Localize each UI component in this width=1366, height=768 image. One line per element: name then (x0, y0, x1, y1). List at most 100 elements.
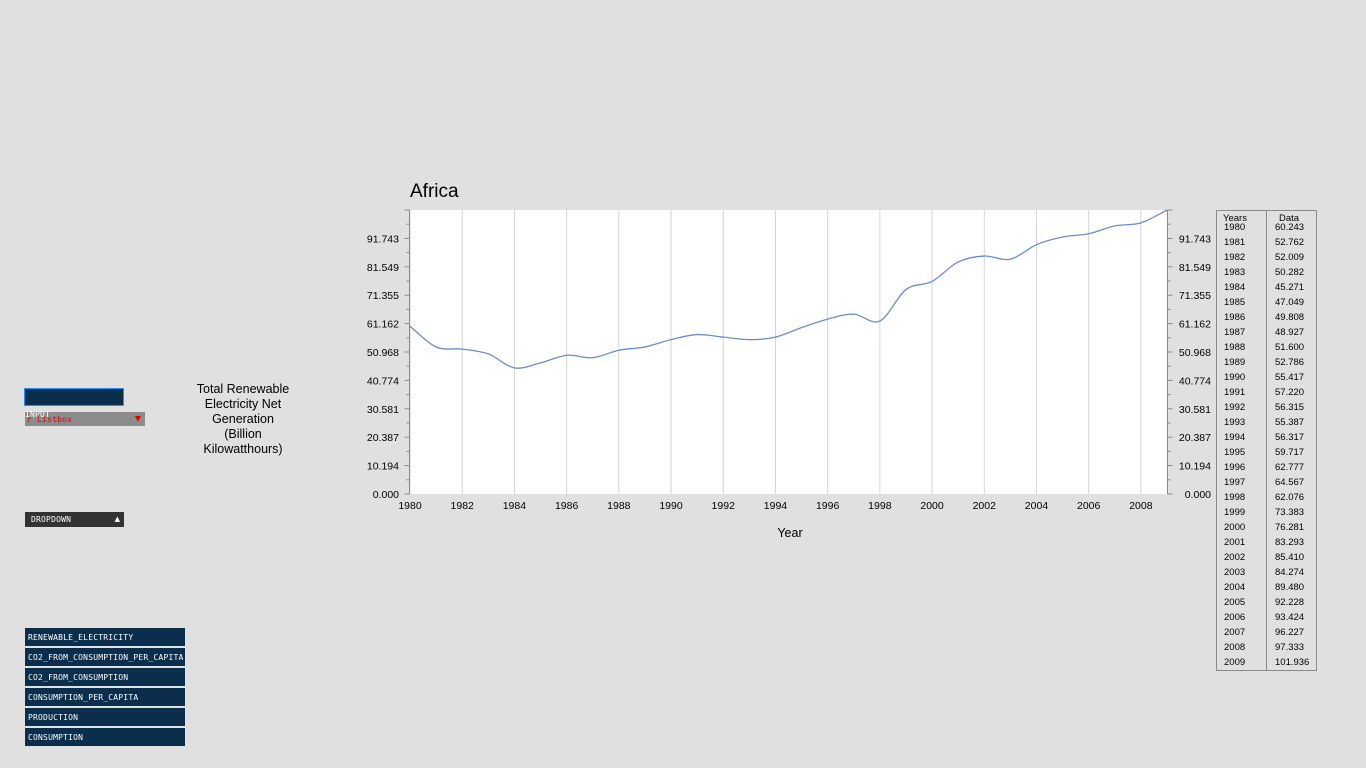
table-row: 1987 48.927 (1217, 327, 1317, 342)
data-point (461, 348, 464, 351)
table-cell-year: 2001 (1224, 537, 1246, 548)
table-cell-value: 93.424 (1275, 612, 1305, 623)
table-cell-year: 1985 (1224, 297, 1246, 308)
y-tick-label-right: 91.743 (1179, 233, 1211, 245)
table-row: 1983 50.282 (1217, 267, 1317, 282)
dataset-button-label: PRODUCTION (28, 713, 79, 722)
y-tick-label-right: 10.194 (1179, 461, 1211, 473)
y-tick-label-left: 81.549 (367, 262, 399, 274)
dataset-button-production[interactable]: PRODUCTION (25, 708, 185, 726)
x-tick-label: 1992 (712, 500, 736, 512)
table-row: 2005 92.228 (1217, 597, 1317, 612)
table-row: 1995 59.717 (1217, 447, 1317, 462)
dataset-button-co2-from-consumption-per-capita[interactable]: CO2_FROM_CONSUMPTION_PER_CAPITA (25, 648, 185, 666)
table-row: 2001 83.293 (1217, 537, 1317, 552)
table-cell-year: 1996 (1224, 462, 1246, 473)
y-axis-label-line: Kilowatthours) (203, 442, 283, 456)
table-cell-year: 1982 (1224, 252, 1246, 263)
table-row: 1991 57.220 (1217, 387, 1317, 402)
y-tick-label-right: 61.162 (1179, 319, 1211, 331)
data-point (696, 333, 699, 336)
data-point (852, 313, 855, 316)
x-tick-label: 1990 (659, 500, 683, 512)
table-row: 1994 56.317 (1217, 432, 1317, 447)
table-row: 2007 96.227 (1217, 627, 1317, 642)
plot-area (410, 210, 1167, 494)
y-axis-label-line: Total Renewable (196, 382, 290, 396)
table-cell-value: 57.220 (1275, 387, 1305, 398)
table-cell-year: 1980 (1224, 222, 1246, 233)
table-cell-value: 45.271 (1275, 282, 1305, 293)
x-tick-label: 2004 (1025, 500, 1049, 512)
data-point (591, 356, 594, 359)
table-cell-value: 49.808 (1275, 312, 1305, 323)
data-point (1061, 236, 1064, 239)
x-tick-label: 1982 (451, 500, 475, 512)
table-row: 1980 60.243 (1217, 222, 1317, 237)
y-tick-label-right: 20.387 (1179, 432, 1211, 444)
table-cell-year: 1993 (1224, 417, 1246, 428)
data-point (643, 345, 646, 348)
table-cell-value: 60.243 (1275, 222, 1305, 233)
dataset-button-label: CO2_FROM_CONSUMPTION (28, 673, 129, 682)
table-row: 1999 73.383 (1217, 507, 1317, 522)
table-row: 2003 84.274 (1217, 567, 1317, 582)
table-cell-value: 101.936 (1275, 657, 1310, 668)
table-cell-year: 2007 (1224, 627, 1246, 638)
table-cell-year: 1983 (1224, 267, 1246, 278)
y-tick-label-left: 50.968 (367, 347, 399, 359)
chart-title: Africa (410, 181, 459, 202)
table-cell-value: 64.567 (1275, 477, 1305, 488)
dataset-button-consumption[interactable]: CONSUMPTION (25, 728, 185, 746)
table-cell-year: 1992 (1224, 402, 1246, 413)
table-cell-year: 1994 (1224, 432, 1246, 443)
dataset-button-consumption-per-capita[interactable]: CONSUMPTION_PER_CAPITA (25, 688, 185, 706)
dataset-button-co2-from-consumption[interactable]: CO2_FROM_CONSUMPTION (25, 668, 185, 686)
y-tick-label-right: 71.355 (1179, 290, 1211, 302)
data-point (1166, 209, 1169, 212)
y-axis-label-line: Generation (212, 412, 274, 426)
dropdown-label: DROPDOWN (31, 515, 72, 524)
table-cell-value: 62.777 (1275, 462, 1305, 473)
y-tick-label-right: 30.581 (1179, 404, 1211, 416)
table-cell-value: 96.227 (1275, 627, 1305, 638)
y-tick-label-right: 40.774 (1179, 375, 1211, 387)
table-cell-value: 76.281 (1275, 522, 1305, 533)
data-point (1035, 243, 1038, 246)
x-tick-label: 2002 (973, 500, 997, 512)
table-row: 1998 62.076 (1217, 492, 1317, 507)
table-cell-year: 2003 (1224, 567, 1246, 578)
table-cell-value: 47.049 (1275, 297, 1305, 308)
data-table: Years Data 1980 60.243 1981 52.762 1982 52.00… (1216, 210, 1317, 671)
data-point (800, 326, 803, 329)
table-cell-value: 92.228 (1275, 597, 1305, 608)
y-tick-label-right: 50.968 (1179, 347, 1211, 359)
data-point (435, 346, 438, 349)
x-axis-label: Year (777, 526, 803, 540)
table-cell-year: 1984 (1224, 282, 1246, 293)
input-field[interactable] (24, 388, 124, 406)
data-point (513, 366, 516, 369)
table-row: 2006 93.424 (1217, 612, 1317, 627)
data-point (1139, 221, 1142, 224)
data-point (748, 338, 751, 341)
x-tick-label: 1988 (607, 500, 631, 512)
table-cell-value: 83.293 (1275, 537, 1305, 548)
table-row: 1990 55.417 (1217, 372, 1317, 387)
x-tick-label: 1994 (764, 500, 788, 512)
x-tick-label: 1996 (816, 500, 840, 512)
table-cell-value: 51.600 (1275, 342, 1305, 353)
table-row: 1984 45.271 (1217, 282, 1317, 297)
table-cell-value: 52.009 (1275, 252, 1305, 263)
table-cell-year: 1991 (1224, 387, 1246, 398)
x-tick-label: 2006 (1077, 500, 1101, 512)
table-cell-year: 1995 (1224, 447, 1246, 458)
dropdown-button[interactable]: DROPDOWN ▲ (25, 512, 124, 527)
listbox[interactable]: r Listbox ▼ (25, 412, 145, 426)
y-tick-label-right: 81.549 (1179, 262, 1211, 274)
column-header-data: Data (1279, 213, 1300, 224)
data-point (1009, 258, 1012, 261)
dataset-button-renewable-electricity[interactable]: RENEWABLE_ELECTRICITY (25, 628, 185, 646)
table-cell-year: 1989 (1224, 357, 1246, 368)
table-row: 1982 52.009 (1217, 252, 1317, 267)
